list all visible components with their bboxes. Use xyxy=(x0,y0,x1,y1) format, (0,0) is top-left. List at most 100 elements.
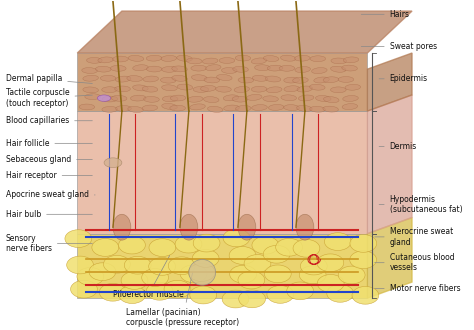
Ellipse shape xyxy=(244,255,271,272)
Ellipse shape xyxy=(189,259,216,285)
Ellipse shape xyxy=(193,234,220,252)
Polygon shape xyxy=(367,95,412,234)
Ellipse shape xyxy=(298,95,314,101)
Ellipse shape xyxy=(102,87,118,93)
Text: Dermal papilla: Dermal papilla xyxy=(6,74,92,83)
Ellipse shape xyxy=(342,104,358,110)
Ellipse shape xyxy=(323,106,338,112)
Ellipse shape xyxy=(177,55,192,61)
Ellipse shape xyxy=(142,269,168,286)
Ellipse shape xyxy=(216,86,231,92)
Ellipse shape xyxy=(113,56,128,62)
Ellipse shape xyxy=(83,75,99,81)
Ellipse shape xyxy=(113,214,131,240)
Ellipse shape xyxy=(350,235,377,252)
Ellipse shape xyxy=(343,57,359,63)
Ellipse shape xyxy=(65,230,91,248)
Text: Blood capillaries: Blood capillaries xyxy=(6,116,92,125)
Ellipse shape xyxy=(284,105,300,111)
Ellipse shape xyxy=(104,158,122,168)
Ellipse shape xyxy=(281,55,296,61)
Polygon shape xyxy=(367,217,412,298)
Ellipse shape xyxy=(350,251,376,269)
Ellipse shape xyxy=(221,68,237,74)
Ellipse shape xyxy=(252,75,268,81)
Ellipse shape xyxy=(193,86,209,92)
Ellipse shape xyxy=(128,107,143,113)
Ellipse shape xyxy=(266,87,282,93)
Ellipse shape xyxy=(149,239,176,256)
Ellipse shape xyxy=(130,95,146,101)
Ellipse shape xyxy=(204,77,219,83)
Ellipse shape xyxy=(324,97,339,103)
Text: Motor nerve fibers: Motor nerve fibers xyxy=(374,284,460,293)
Ellipse shape xyxy=(162,66,177,72)
Ellipse shape xyxy=(252,105,267,111)
Ellipse shape xyxy=(146,282,173,300)
Text: Hypodermis
(subcutaneous fat): Hypodermis (subcutaneous fat) xyxy=(379,195,462,214)
Text: Lamellar (pacinian)
corpuscle (pressure receptor): Lamellar (pacinian) corpuscle (pressure … xyxy=(127,272,239,327)
Ellipse shape xyxy=(164,280,191,298)
Ellipse shape xyxy=(188,264,215,281)
Ellipse shape xyxy=(192,249,219,267)
Text: Cutaneous blood
vessels: Cutaneous blood vessels xyxy=(374,253,455,272)
FancyBboxPatch shape xyxy=(77,53,367,111)
Ellipse shape xyxy=(316,95,331,101)
Ellipse shape xyxy=(142,86,158,92)
Ellipse shape xyxy=(284,77,300,83)
Ellipse shape xyxy=(223,95,239,101)
Ellipse shape xyxy=(264,265,291,283)
Ellipse shape xyxy=(128,55,144,61)
Ellipse shape xyxy=(267,65,283,71)
Ellipse shape xyxy=(87,57,102,63)
Ellipse shape xyxy=(162,85,177,91)
Ellipse shape xyxy=(292,77,308,83)
Ellipse shape xyxy=(276,238,302,256)
Ellipse shape xyxy=(121,272,148,289)
FancyBboxPatch shape xyxy=(77,111,367,234)
Ellipse shape xyxy=(263,246,290,263)
Ellipse shape xyxy=(102,107,118,112)
Ellipse shape xyxy=(324,233,351,250)
Text: Apocrine sweat gland: Apocrine sweat gland xyxy=(6,190,95,199)
Ellipse shape xyxy=(279,65,295,71)
Ellipse shape xyxy=(268,105,284,110)
Ellipse shape xyxy=(102,96,118,102)
Ellipse shape xyxy=(297,105,312,112)
Ellipse shape xyxy=(100,283,126,301)
Ellipse shape xyxy=(201,85,216,91)
Text: Hairs: Hairs xyxy=(361,10,410,19)
Ellipse shape xyxy=(118,236,146,254)
Ellipse shape xyxy=(162,103,177,110)
Ellipse shape xyxy=(82,68,97,74)
Ellipse shape xyxy=(295,67,310,73)
Ellipse shape xyxy=(177,84,193,90)
Ellipse shape xyxy=(115,86,130,92)
Ellipse shape xyxy=(77,268,104,285)
Ellipse shape xyxy=(97,95,111,101)
Ellipse shape xyxy=(100,75,116,81)
Ellipse shape xyxy=(343,96,358,101)
Ellipse shape xyxy=(232,96,248,102)
Ellipse shape xyxy=(314,77,329,83)
Ellipse shape xyxy=(327,284,354,302)
Ellipse shape xyxy=(296,214,314,240)
Ellipse shape xyxy=(98,57,113,63)
Ellipse shape xyxy=(124,256,151,274)
Ellipse shape xyxy=(293,240,320,257)
Ellipse shape xyxy=(317,275,344,292)
Ellipse shape xyxy=(235,55,251,61)
Ellipse shape xyxy=(222,290,249,308)
Ellipse shape xyxy=(110,65,126,71)
Text: Epidermis: Epidermis xyxy=(379,74,428,83)
Polygon shape xyxy=(77,11,412,53)
Ellipse shape xyxy=(190,286,217,304)
Ellipse shape xyxy=(175,235,202,253)
Ellipse shape xyxy=(238,271,265,289)
Text: Sebaceous gland: Sebaceous gland xyxy=(6,155,92,164)
Ellipse shape xyxy=(234,86,250,92)
Text: Sensory
nerve fibers: Sensory nerve fibers xyxy=(6,234,92,253)
Ellipse shape xyxy=(345,84,361,90)
Ellipse shape xyxy=(238,214,256,240)
Ellipse shape xyxy=(127,76,142,82)
